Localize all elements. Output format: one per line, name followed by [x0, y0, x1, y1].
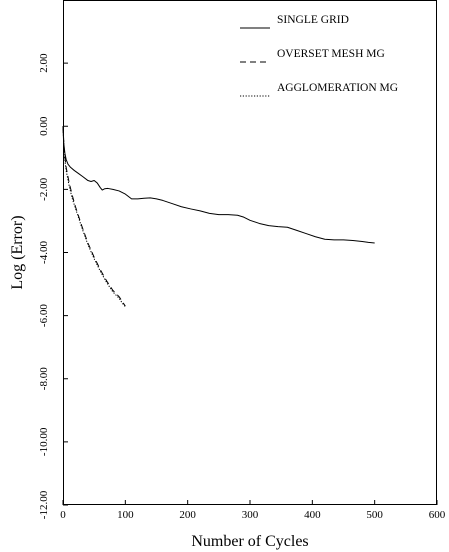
y-tick-label: -10.00 — [38, 427, 50, 456]
y-tick-label: -4.00 — [38, 241, 50, 264]
y-tick-label: -12.00 — [38, 490, 50, 519]
x-tick-label: 100 — [117, 509, 134, 521]
series-line-single-grid — [62, 126, 375, 244]
series-line-overset-mesh-mg — [62, 126, 126, 307]
y-tick-label: -2.00 — [38, 177, 50, 200]
legend: SINGLE GRID OVERSET MESH MG AGGLOMERATION … — [240, 14, 398, 97]
axis-ticks — [62, 62, 438, 506]
legend-label: OVERSET MESH MG — [277, 48, 385, 60]
legend-label: SINGLE GRID — [277, 14, 349, 26]
plot-frame — [63, 0, 437, 505]
y-tick-label: 2.00 — [38, 53, 50, 73]
y-tick-label: -8.00 — [38, 367, 50, 390]
y-axis-title: Log (Error) — [9, 215, 26, 289]
x-tick-label: 0 — [60, 509, 66, 521]
legend-label: AGGLOMERATION MG — [277, 82, 398, 94]
x-tick-label: 300 — [242, 509, 259, 521]
y-tick-label: 0.00 — [38, 116, 50, 136]
series-line-agglomeration-mg — [62, 126, 126, 308]
y-tick-label: -6.00 — [38, 304, 50, 327]
x-tick-label: 500 — [366, 509, 383, 521]
series-lines — [62, 126, 375, 308]
x-tick-label: 400 — [304, 509, 321, 521]
x-tick-label: 600 — [429, 509, 446, 521]
x-axis-title: Number of Cycles — [191, 533, 308, 550]
axis-tick-labels: 0 100 200 300 400 500 600 2.00 0.00 -2.00 -4.00 -6.… — [38, 53, 446, 521]
x-tick-label: 200 — [179, 509, 196, 521]
